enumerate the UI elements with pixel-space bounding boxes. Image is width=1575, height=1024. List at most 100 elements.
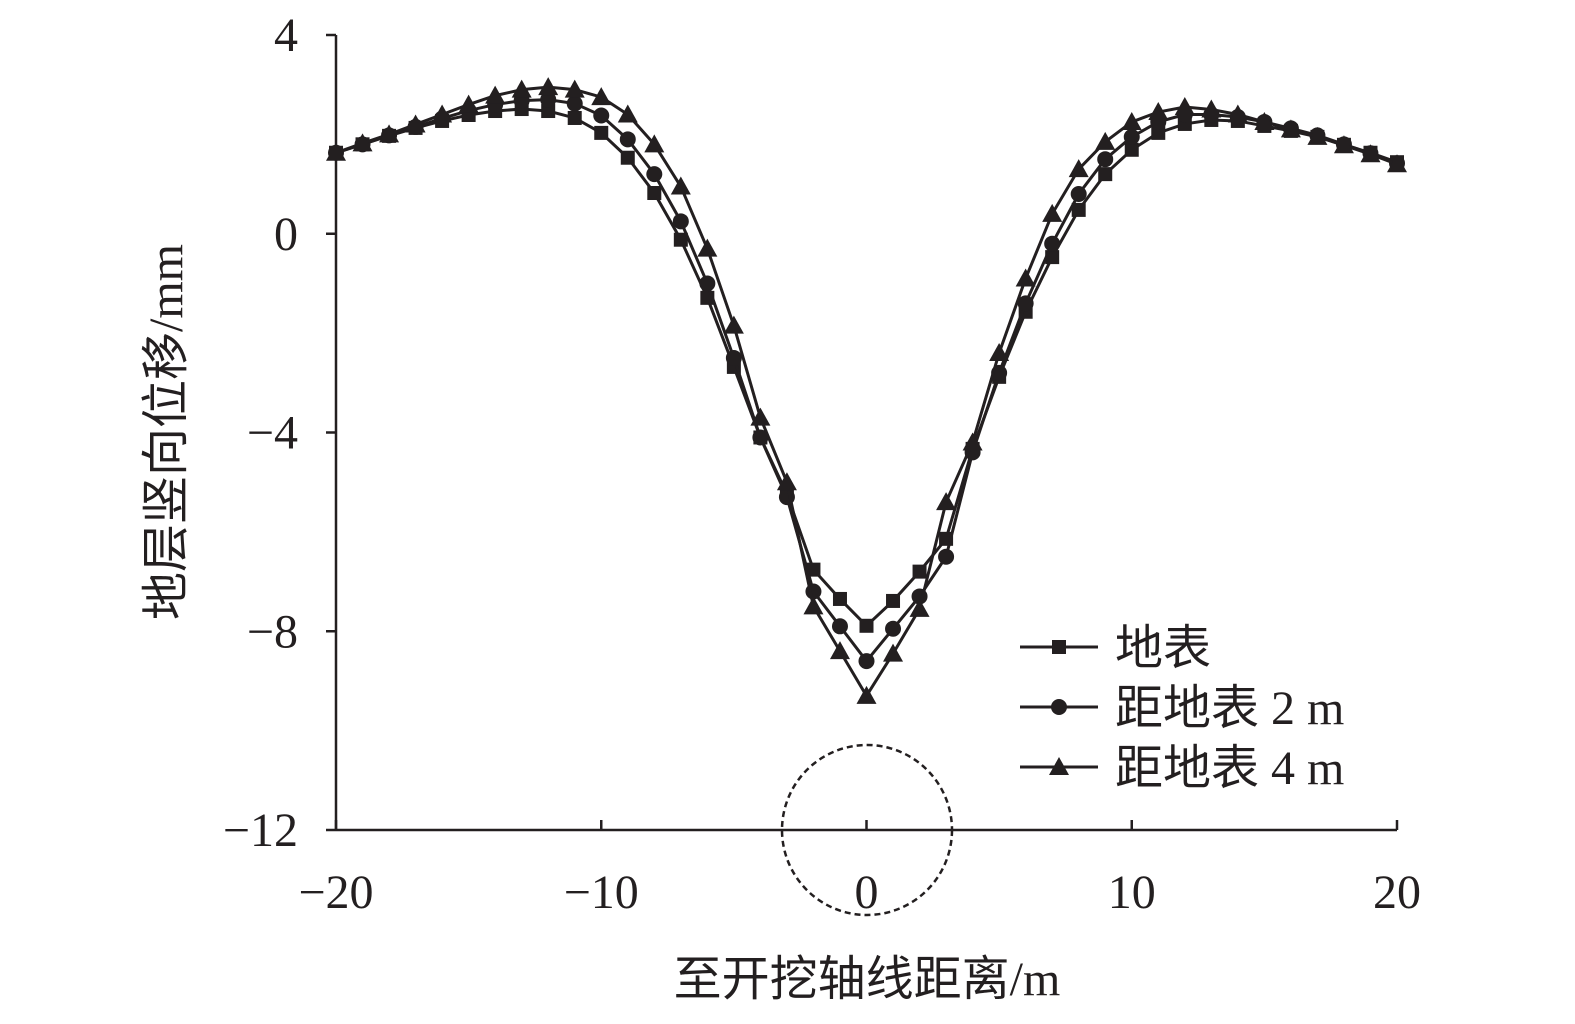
series-triangle xyxy=(326,77,1407,704)
data-point xyxy=(405,114,426,133)
y-tick-label: 4 xyxy=(274,9,298,62)
data-point xyxy=(936,492,957,511)
data-point xyxy=(1017,295,1034,312)
data-point xyxy=(1044,235,1061,252)
series-line xyxy=(335,85,1398,699)
data-point xyxy=(883,643,904,662)
series-group xyxy=(326,77,1407,704)
data-point xyxy=(1071,202,1086,217)
series-square xyxy=(329,102,1404,633)
data-point xyxy=(1121,111,1142,130)
data-point xyxy=(1174,97,1195,116)
y-tick-label: −12 xyxy=(223,804,298,857)
series-line xyxy=(335,98,1398,664)
x-tick-label: 10 xyxy=(1108,866,1156,919)
data-point xyxy=(806,562,821,577)
y-tick-label: −4 xyxy=(247,407,298,460)
data-point xyxy=(567,110,582,125)
x-tick-label: 20 xyxy=(1373,866,1421,919)
data-point xyxy=(352,133,373,152)
data-point xyxy=(1360,144,1381,163)
data-point xyxy=(591,87,612,106)
data-point xyxy=(859,618,874,633)
y-tick-label: 0 xyxy=(274,208,298,261)
legend-item: 距地表 4 m xyxy=(1020,742,1344,795)
data-point xyxy=(803,596,824,615)
data-point xyxy=(752,429,769,446)
data-point xyxy=(831,618,848,635)
series-circle xyxy=(328,91,1405,670)
data-point xyxy=(1042,203,1063,222)
legend-label: 距地表 2 m xyxy=(1115,682,1344,735)
y-axis-label: 地层竖向位移/mm xyxy=(140,244,193,620)
tunnel-circle-annotation xyxy=(780,743,954,917)
data-point xyxy=(644,134,665,153)
data-point xyxy=(1015,268,1036,287)
data-point xyxy=(566,95,583,112)
legend-marker xyxy=(1052,640,1066,654)
series-line xyxy=(335,107,1398,628)
data-point xyxy=(617,104,638,123)
x-tick-label: −20 xyxy=(298,866,373,919)
data-point xyxy=(750,407,771,426)
data-point xyxy=(697,238,718,257)
data-point xyxy=(725,349,742,366)
data-point xyxy=(1201,99,1222,118)
data-point xyxy=(1070,186,1087,202)
x-tick-label: 0 xyxy=(855,866,879,919)
data-point xyxy=(379,124,400,143)
data-point xyxy=(776,472,797,491)
data-point xyxy=(829,641,850,660)
data-point xyxy=(458,94,479,113)
data-point xyxy=(670,176,691,195)
axes: −20 −10 0 10 20 4 0 −4 −8 −12 xyxy=(223,9,1421,919)
data-point xyxy=(564,79,585,98)
data-point xyxy=(1151,125,1166,140)
data-point xyxy=(1280,119,1301,138)
data-point xyxy=(1254,111,1275,130)
data-point xyxy=(885,620,902,637)
data-point xyxy=(593,107,610,124)
legend-item: 地表 xyxy=(1020,622,1211,675)
data-point xyxy=(832,591,847,606)
data-point xyxy=(1095,131,1116,150)
data-point xyxy=(620,150,635,165)
data-point xyxy=(886,593,901,608)
data-point xyxy=(647,186,662,201)
data-point xyxy=(1098,167,1113,182)
data-point xyxy=(1124,142,1139,157)
legend-label: 地表 xyxy=(1115,622,1211,675)
data-point xyxy=(432,104,453,123)
data-point xyxy=(540,91,557,108)
data-point xyxy=(1068,159,1089,178)
data-point xyxy=(909,598,930,617)
data-point xyxy=(646,166,663,183)
data-point xyxy=(723,315,744,334)
data-point xyxy=(856,685,877,704)
data-point xyxy=(511,79,532,98)
legend-marker xyxy=(1049,757,1069,775)
data-point xyxy=(538,77,559,96)
data-point xyxy=(912,564,927,579)
data-point xyxy=(1227,104,1248,123)
data-point xyxy=(1387,154,1407,173)
data-point xyxy=(1148,102,1169,121)
data-point xyxy=(619,131,636,148)
data-point xyxy=(962,432,983,451)
data-point xyxy=(1123,128,1140,145)
data-point xyxy=(673,232,688,247)
data-point xyxy=(594,125,609,140)
data-point xyxy=(672,213,689,230)
legend-marker xyxy=(1051,699,1067,715)
x-axis-label: 至开挖轴线距离/m xyxy=(674,953,1061,1006)
data-point xyxy=(938,548,955,565)
data-point xyxy=(699,275,716,292)
y-tick-label: −8 xyxy=(247,605,298,658)
legend-item: 距地表 2 m xyxy=(1020,682,1344,735)
data-point xyxy=(858,653,875,670)
data-point xyxy=(485,85,506,104)
data-point xyxy=(989,343,1010,361)
data-point xyxy=(1097,151,1114,168)
legend-label: 距地表 4 m xyxy=(1115,742,1344,795)
